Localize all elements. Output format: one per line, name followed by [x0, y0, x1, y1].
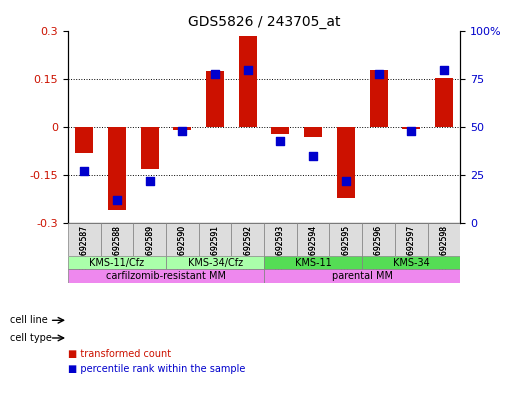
- Text: GSM1692597: GSM1692597: [407, 225, 416, 276]
- Point: [80, 168, 88, 174]
- FancyBboxPatch shape: [297, 223, 329, 256]
- Text: GSM1692594: GSM1692594: [309, 225, 317, 276]
- FancyBboxPatch shape: [264, 223, 297, 256]
- Bar: [174, 127, 191, 130]
- Point: [178, 128, 187, 134]
- Text: GSM1692597: GSM1692597: [407, 225, 416, 276]
- Text: GSM1692598: GSM1692598: [439, 225, 448, 276]
- Text: GSM1692598: GSM1692598: [439, 225, 448, 276]
- Text: GSM1692589: GSM1692589: [145, 225, 154, 276]
- FancyBboxPatch shape: [199, 223, 231, 256]
- FancyBboxPatch shape: [166, 256, 264, 270]
- FancyBboxPatch shape: [68, 256, 166, 270]
- Text: GSM1692589: GSM1692589: [145, 225, 154, 276]
- Bar: [239, 36, 257, 127]
- Text: GSM1692590: GSM1692590: [178, 225, 187, 276]
- Bar: [271, 127, 289, 134]
- Text: cell type: cell type: [10, 333, 52, 343]
- FancyBboxPatch shape: [395, 223, 428, 256]
- Point: [113, 197, 121, 203]
- FancyBboxPatch shape: [68, 223, 100, 256]
- Bar: [370, 70, 388, 127]
- Point: [407, 128, 415, 134]
- Point: [440, 67, 448, 73]
- Text: parental MM: parental MM: [332, 271, 393, 281]
- Point: [145, 178, 154, 184]
- FancyBboxPatch shape: [362, 223, 395, 256]
- Text: GSM1692587: GSM1692587: [80, 225, 89, 276]
- Point: [276, 138, 285, 144]
- FancyBboxPatch shape: [68, 270, 264, 283]
- Text: GSM1692595: GSM1692595: [342, 225, 350, 276]
- Bar: [108, 127, 126, 210]
- Text: KMS-34: KMS-34: [393, 258, 429, 268]
- Bar: [337, 127, 355, 198]
- Bar: [304, 127, 322, 137]
- FancyBboxPatch shape: [264, 256, 362, 270]
- Bar: [75, 127, 93, 153]
- Title: GDS5826 / 243705_at: GDS5826 / 243705_at: [188, 15, 340, 29]
- Point: [342, 178, 350, 184]
- Text: GSM1692587: GSM1692587: [80, 225, 89, 276]
- Text: GSM1692596: GSM1692596: [374, 225, 383, 276]
- FancyBboxPatch shape: [231, 223, 264, 256]
- Text: GSM1692590: GSM1692590: [178, 225, 187, 276]
- FancyBboxPatch shape: [100, 223, 133, 256]
- FancyBboxPatch shape: [133, 223, 166, 256]
- Bar: [435, 78, 453, 127]
- Text: GSM1692591: GSM1692591: [211, 225, 220, 276]
- FancyBboxPatch shape: [428, 223, 460, 256]
- Text: GSM1692595: GSM1692595: [342, 225, 350, 276]
- Text: KMS-34/Cfz: KMS-34/Cfz: [188, 258, 243, 268]
- Text: ■ percentile rank within the sample: ■ percentile rank within the sample: [68, 364, 245, 375]
- Point: [309, 153, 317, 159]
- Bar: [141, 127, 158, 169]
- Point: [211, 70, 219, 77]
- Text: GSM1692596: GSM1692596: [374, 225, 383, 276]
- Text: cell line: cell line: [10, 315, 48, 325]
- FancyBboxPatch shape: [329, 223, 362, 256]
- Text: GSM1692592: GSM1692592: [243, 225, 252, 276]
- Text: GSM1692593: GSM1692593: [276, 225, 285, 276]
- Text: KMS-11/Cfz: KMS-11/Cfz: [89, 258, 144, 268]
- Text: ■ transformed count: ■ transformed count: [68, 349, 171, 359]
- Text: GSM1692591: GSM1692591: [211, 225, 220, 276]
- FancyBboxPatch shape: [362, 256, 460, 270]
- Text: carfilzomib-resistant MM: carfilzomib-resistant MM: [106, 271, 226, 281]
- Text: GSM1692592: GSM1692592: [243, 225, 252, 276]
- Text: GSM1692593: GSM1692593: [276, 225, 285, 276]
- Text: GSM1692588: GSM1692588: [112, 225, 121, 275]
- FancyBboxPatch shape: [264, 270, 460, 283]
- Point: [244, 67, 252, 73]
- Text: GSM1692594: GSM1692594: [309, 225, 317, 276]
- Text: KMS-11: KMS-11: [295, 258, 332, 268]
- FancyBboxPatch shape: [166, 223, 199, 256]
- Bar: [402, 127, 420, 129]
- Bar: [206, 72, 224, 127]
- Point: [374, 70, 383, 77]
- Text: GSM1692588: GSM1692588: [112, 225, 121, 275]
